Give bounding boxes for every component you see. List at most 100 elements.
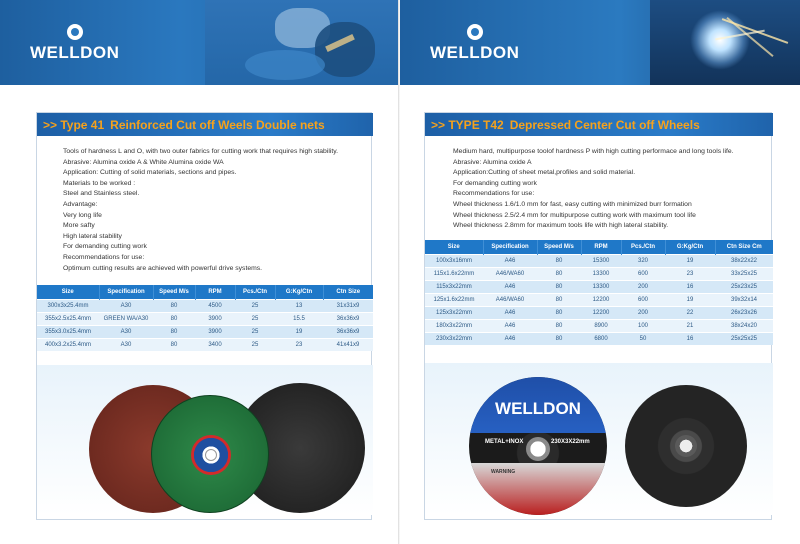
- cell: 80: [153, 298, 195, 312]
- cell: A46: [483, 318, 537, 332]
- desc-line: Recommendations for use:: [63, 253, 145, 261]
- heading-title: Depressed Center Cut off Wheels: [509, 117, 700, 132]
- cell: 80: [537, 266, 581, 280]
- desc-line: Optimum cutting results are achieved wit…: [63, 264, 263, 272]
- col-weight: G:Kg/Ctn: [275, 285, 324, 299]
- table-row: 400x3.2x25.4mm A30 80 3400 25 23 41x41x9: [37, 337, 373, 351]
- header-banner: WELLDON: [0, 0, 400, 85]
- cell: 16: [665, 279, 715, 293]
- spec-table: Size Specification Speed M/s RPM Pcs./Ct…: [37, 285, 373, 351]
- cell: 6800: [581, 331, 621, 345]
- cell: A30: [99, 324, 153, 338]
- cell: 355x3.0x25.4mm: [37, 324, 99, 338]
- col-rpm: RPM: [195, 285, 236, 299]
- table-row: 180x3x22mm A46 80 8900 100 21 38x24x20: [425, 318, 773, 332]
- desc-line: Application:Cutting of sheet metal,profi…: [453, 169, 636, 177]
- cell: 23: [665, 266, 715, 280]
- cell: A46/WA60: [483, 292, 537, 306]
- type42-panel: >> TYPE T42 Depressed Center Cut off Whe…: [424, 112, 773, 520]
- labeled-cutoff-wheel: WELLDON METAL+INOX 230X3X22mm WARNING: [469, 377, 607, 515]
- col-speed: Speed M/s: [153, 285, 196, 299]
- desc-line: Wheel thickness 1.6/1.0 mm for fast, eas…: [453, 200, 692, 208]
- cell: 3900: [195, 324, 235, 338]
- arbor-hole: [205, 449, 217, 461]
- desc-line: Wheel thickness 2.5/2.4 mm for multipurp…: [453, 211, 696, 219]
- col-size: Size: [37, 285, 100, 299]
- col-ctn: Ctn Size: [323, 285, 373, 299]
- arbor-hole: [675, 435, 697, 457]
- spec-table: Size Specification Speed M/s RPM Pcs./Ct…: [425, 240, 773, 345]
- desc-line: Medium hard, multipurpose toolof hardnes…: [453, 148, 734, 155]
- cell: 80: [537, 253, 581, 267]
- cell: 180x3x22mm: [425, 318, 483, 332]
- table-row: 125x1.6x22mm A46/WA60 80 12200 600 19 39…: [425, 292, 773, 306]
- cell: 200: [621, 305, 665, 319]
- cell: A46: [483, 253, 537, 267]
- cell: 25: [235, 324, 275, 338]
- cell: A46: [483, 279, 537, 293]
- cell: 25x25x25: [715, 331, 773, 345]
- cell: A30: [99, 298, 153, 312]
- catalog-page-left: WELLDON >> Type 41 Reinforced Cut off We…: [0, 0, 400, 520]
- cell: A46: [483, 305, 537, 319]
- table-row: 115x3x22mm A46 80 13300 200 16 25x23x25: [425, 279, 773, 293]
- cell: 12200: [581, 292, 621, 306]
- section-heading: >> TYPE T42 Depressed Center Cut off Whe…: [425, 113, 773, 136]
- wheel-brand: WELLDON: [495, 399, 581, 418]
- depressed-center-wheel: [625, 385, 747, 507]
- cell: GREEN WA/A30: [99, 311, 153, 325]
- table-row: 230x3x22mm A46 80 6800 50 16 25x25x25: [425, 331, 773, 345]
- grinding-sparks-photo: [650, 0, 800, 85]
- cell: 230x3x22mm: [425, 331, 483, 345]
- cell: 100x3x16mm: [425, 253, 483, 267]
- logo-mark-icon: [66, 24, 83, 40]
- cell: 31x31x9: [323, 298, 373, 312]
- cell: 36x36x9: [323, 324, 373, 338]
- cell: 22: [665, 305, 715, 319]
- cell: 12200: [581, 305, 621, 319]
- table-header-row: Size Specification Speed M/s RPM Pcs./Ct…: [425, 240, 773, 254]
- table-header-row: Size Specification Speed M/s RPM Pcs./Ct…: [37, 285, 373, 299]
- cell: 13: [275, 298, 323, 312]
- cell: 13300: [581, 266, 621, 280]
- desc-line: Wheel thickness 2.8mm for maximum tools …: [453, 222, 669, 230]
- desc-line: Materials to be worked :: [63, 179, 136, 187]
- cell: 80: [537, 318, 581, 332]
- cell: 33x25x25: [715, 266, 773, 280]
- col-pcs: Pcs./Ctn: [235, 285, 276, 299]
- heading-prefix: >> TYPE T42: [431, 117, 504, 132]
- table-row: 125x3x22mm A46 80 12200 200 22 26x23x26: [425, 305, 773, 319]
- cell: 36x36x9: [323, 311, 373, 325]
- cell: 15.5: [275, 311, 323, 325]
- cell: 100: [621, 318, 665, 332]
- cell: 3400: [195, 337, 235, 351]
- table-row: 355x3.0x25.4mm A30 80 3900 25 19 36x36x9: [37, 324, 373, 338]
- heading-title: Reinforced Cut off Weels Double nets: [110, 117, 325, 132]
- cell: 80: [537, 279, 581, 293]
- col-spec: Specification: [99, 285, 154, 299]
- heading-prefix: >> Type 41: [43, 117, 105, 132]
- wheel-type: METAL+INOX: [485, 439, 524, 445]
- cell: 38x22x22: [715, 253, 773, 267]
- brand-name: WELLDON: [30, 43, 120, 62]
- cell: 115x3x22mm: [425, 279, 483, 293]
- cell: 50: [621, 331, 665, 345]
- cell: 400x3.2x25.4mm: [37, 337, 99, 351]
- cell: A30: [99, 337, 153, 351]
- cell: 26x23x26: [715, 305, 773, 319]
- desc-line: Abrasive: Alumina oxide A & White Alumin…: [63, 158, 224, 166]
- brand-logo: WELLDON: [430, 24, 519, 63]
- cell: 80: [153, 311, 195, 325]
- cell: A46: [483, 331, 537, 345]
- cell: 21: [665, 318, 715, 332]
- cell: 13300: [581, 279, 621, 293]
- cell: 39x32x14: [715, 292, 773, 306]
- desc-line: For demanding cutting work: [63, 243, 147, 251]
- cell: 8900: [581, 318, 621, 332]
- logo-mark-icon: [466, 24, 483, 40]
- arbor-hole: [526, 437, 550, 461]
- cell: 80: [537, 305, 581, 319]
- desc-line: High lateral stability: [63, 232, 122, 240]
- desc-line: Steel and Stainless steel.: [63, 190, 140, 198]
- cell: 25x23x25: [715, 279, 773, 293]
